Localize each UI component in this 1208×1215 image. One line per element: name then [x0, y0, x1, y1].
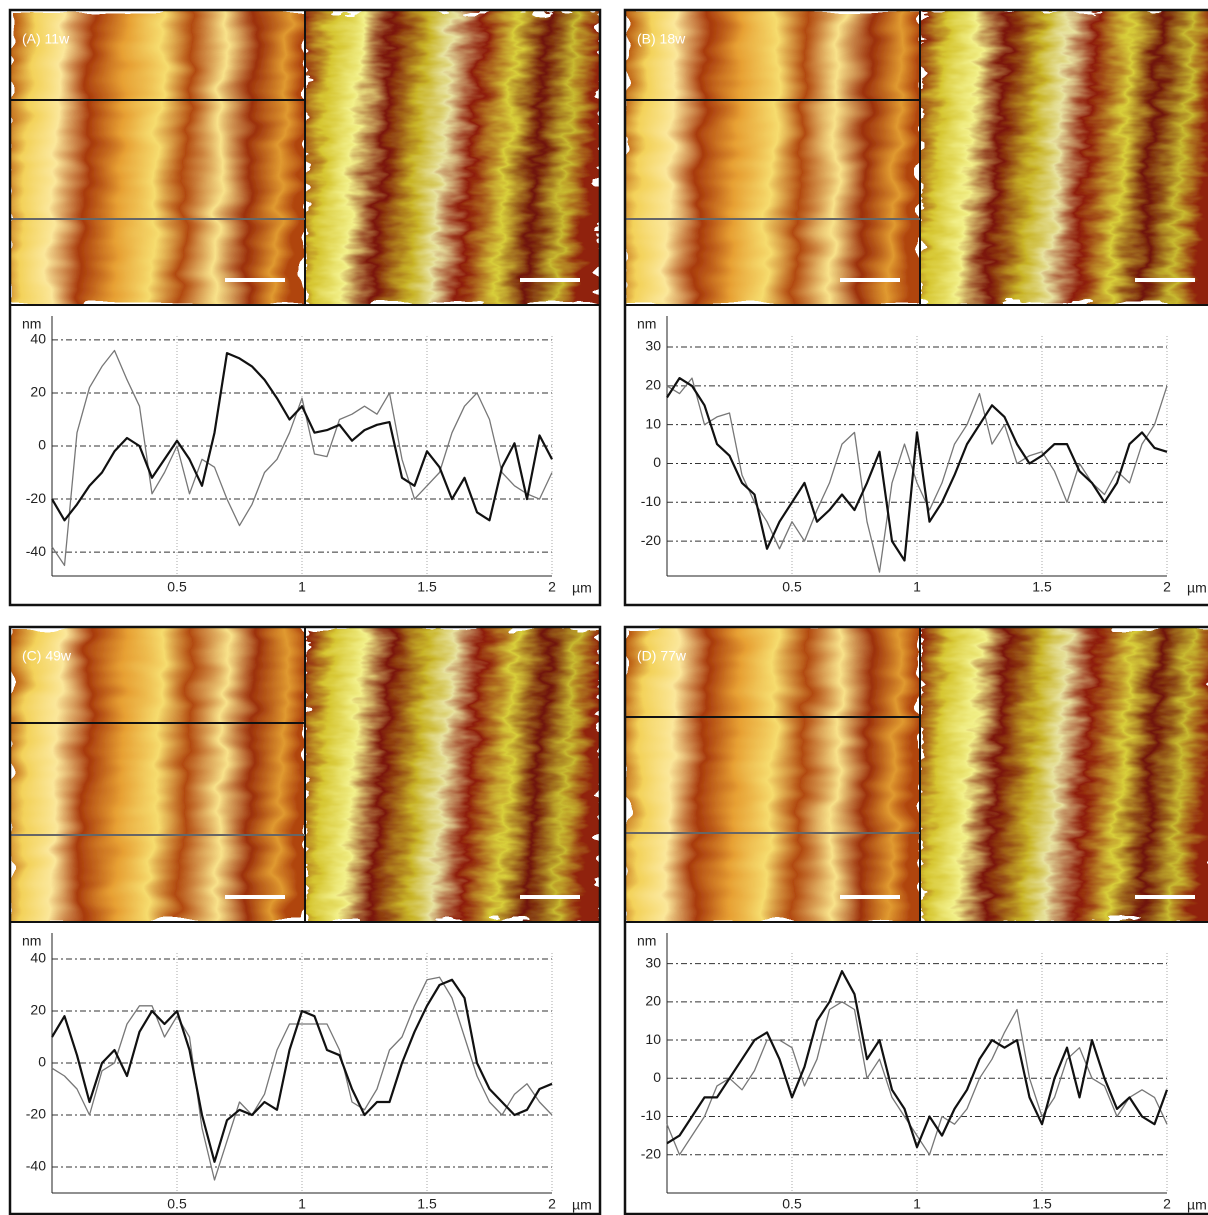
y-axis-label: nm	[637, 316, 656, 332]
height-image	[625, 627, 920, 922]
x-tick-label: 2	[1163, 579, 1171, 595]
y-tick-label: -40	[26, 543, 46, 559]
profile-line	[666, 377, 1168, 562]
panel-title: (C) 49w	[22, 648, 72, 664]
y-tick-label: 0	[653, 454, 661, 470]
y-axis-label: nm	[22, 933, 41, 949]
y-tick-label: -20	[641, 532, 661, 548]
y-tick-label: 0	[38, 1054, 46, 1070]
surface-image	[920, 10, 1208, 305]
profile-line	[666, 1001, 1168, 1156]
x-tick-label: 1	[298, 579, 306, 595]
x-tick-label: 0.5	[167, 579, 187, 595]
profile-line	[51, 978, 553, 1163]
x-tick-label: 1.5	[417, 1196, 437, 1212]
x-tick-label: 1	[913, 579, 921, 595]
panel-frame	[623, 625, 1208, 1215]
panel-title: (D) 77w	[637, 648, 687, 664]
y-tick-label: 0	[653, 1069, 661, 1085]
height-image	[10, 627, 305, 922]
y-tick-label: 20	[645, 377, 661, 393]
x-axis-label: µm	[572, 580, 592, 596]
y-tick-label: 40	[30, 950, 46, 966]
y-tick-label: 20	[30, 1002, 46, 1018]
x-tick-label: 1.5	[1032, 579, 1052, 595]
y-tick-label: 20	[30, 384, 46, 400]
x-tick-label: 0.5	[167, 1196, 187, 1212]
y-tick-label: -20	[26, 1106, 46, 1122]
y-tick-label: -20	[26, 490, 46, 506]
panel-frame	[623, 8, 1208, 607]
panel-title: (B) 18w	[637, 31, 686, 47]
profile-line	[666, 377, 1168, 573]
x-tick-label: 1.5	[417, 579, 437, 595]
y-axis-label: nm	[22, 316, 41, 332]
x-axis-label: µm	[1187, 580, 1207, 596]
panel-frame	[8, 625, 602, 1215]
surface-image	[920, 627, 1208, 922]
x-tick-label: 2	[548, 579, 556, 595]
profile-line	[51, 352, 553, 522]
x-tick-label: 1	[913, 1196, 921, 1212]
y-tick-label: 10	[645, 415, 661, 431]
profile-line	[51, 349, 553, 567]
x-axis-label: µm	[1187, 1197, 1207, 1213]
x-tick-label: 1.5	[1032, 1196, 1052, 1212]
y-tick-label: -10	[641, 493, 661, 509]
y-tick-label: -10	[641, 1107, 661, 1123]
panel-title: (A) 11w	[22, 31, 70, 47]
x-tick-label: 2	[1163, 1196, 1171, 1212]
y-tick-label: -20	[641, 1145, 661, 1161]
x-tick-label: 0.5	[782, 579, 802, 595]
surface-image	[305, 10, 600, 305]
x-tick-label: 1	[298, 1196, 306, 1212]
x-axis-label: µm	[572, 1197, 592, 1213]
y-tick-label: -40	[26, 1158, 46, 1174]
y-tick-label: 10	[645, 1031, 661, 1047]
profile-line	[51, 976, 553, 1181]
y-tick-label: 0	[38, 437, 46, 453]
y-axis-label: nm	[637, 933, 656, 949]
profile-line	[666, 970, 1169, 1149]
height-image	[625, 10, 920, 305]
y-tick-label: 20	[645, 993, 661, 1009]
surface-image	[305, 627, 600, 922]
panel-frame	[8, 8, 602, 607]
x-tick-label: 2	[548, 1196, 556, 1212]
y-tick-label: 30	[645, 338, 661, 354]
height-image	[10, 10, 305, 305]
y-tick-label: 30	[645, 954, 661, 970]
y-tick-label: 40	[30, 331, 46, 347]
x-tick-label: 0.5	[782, 1196, 802, 1212]
